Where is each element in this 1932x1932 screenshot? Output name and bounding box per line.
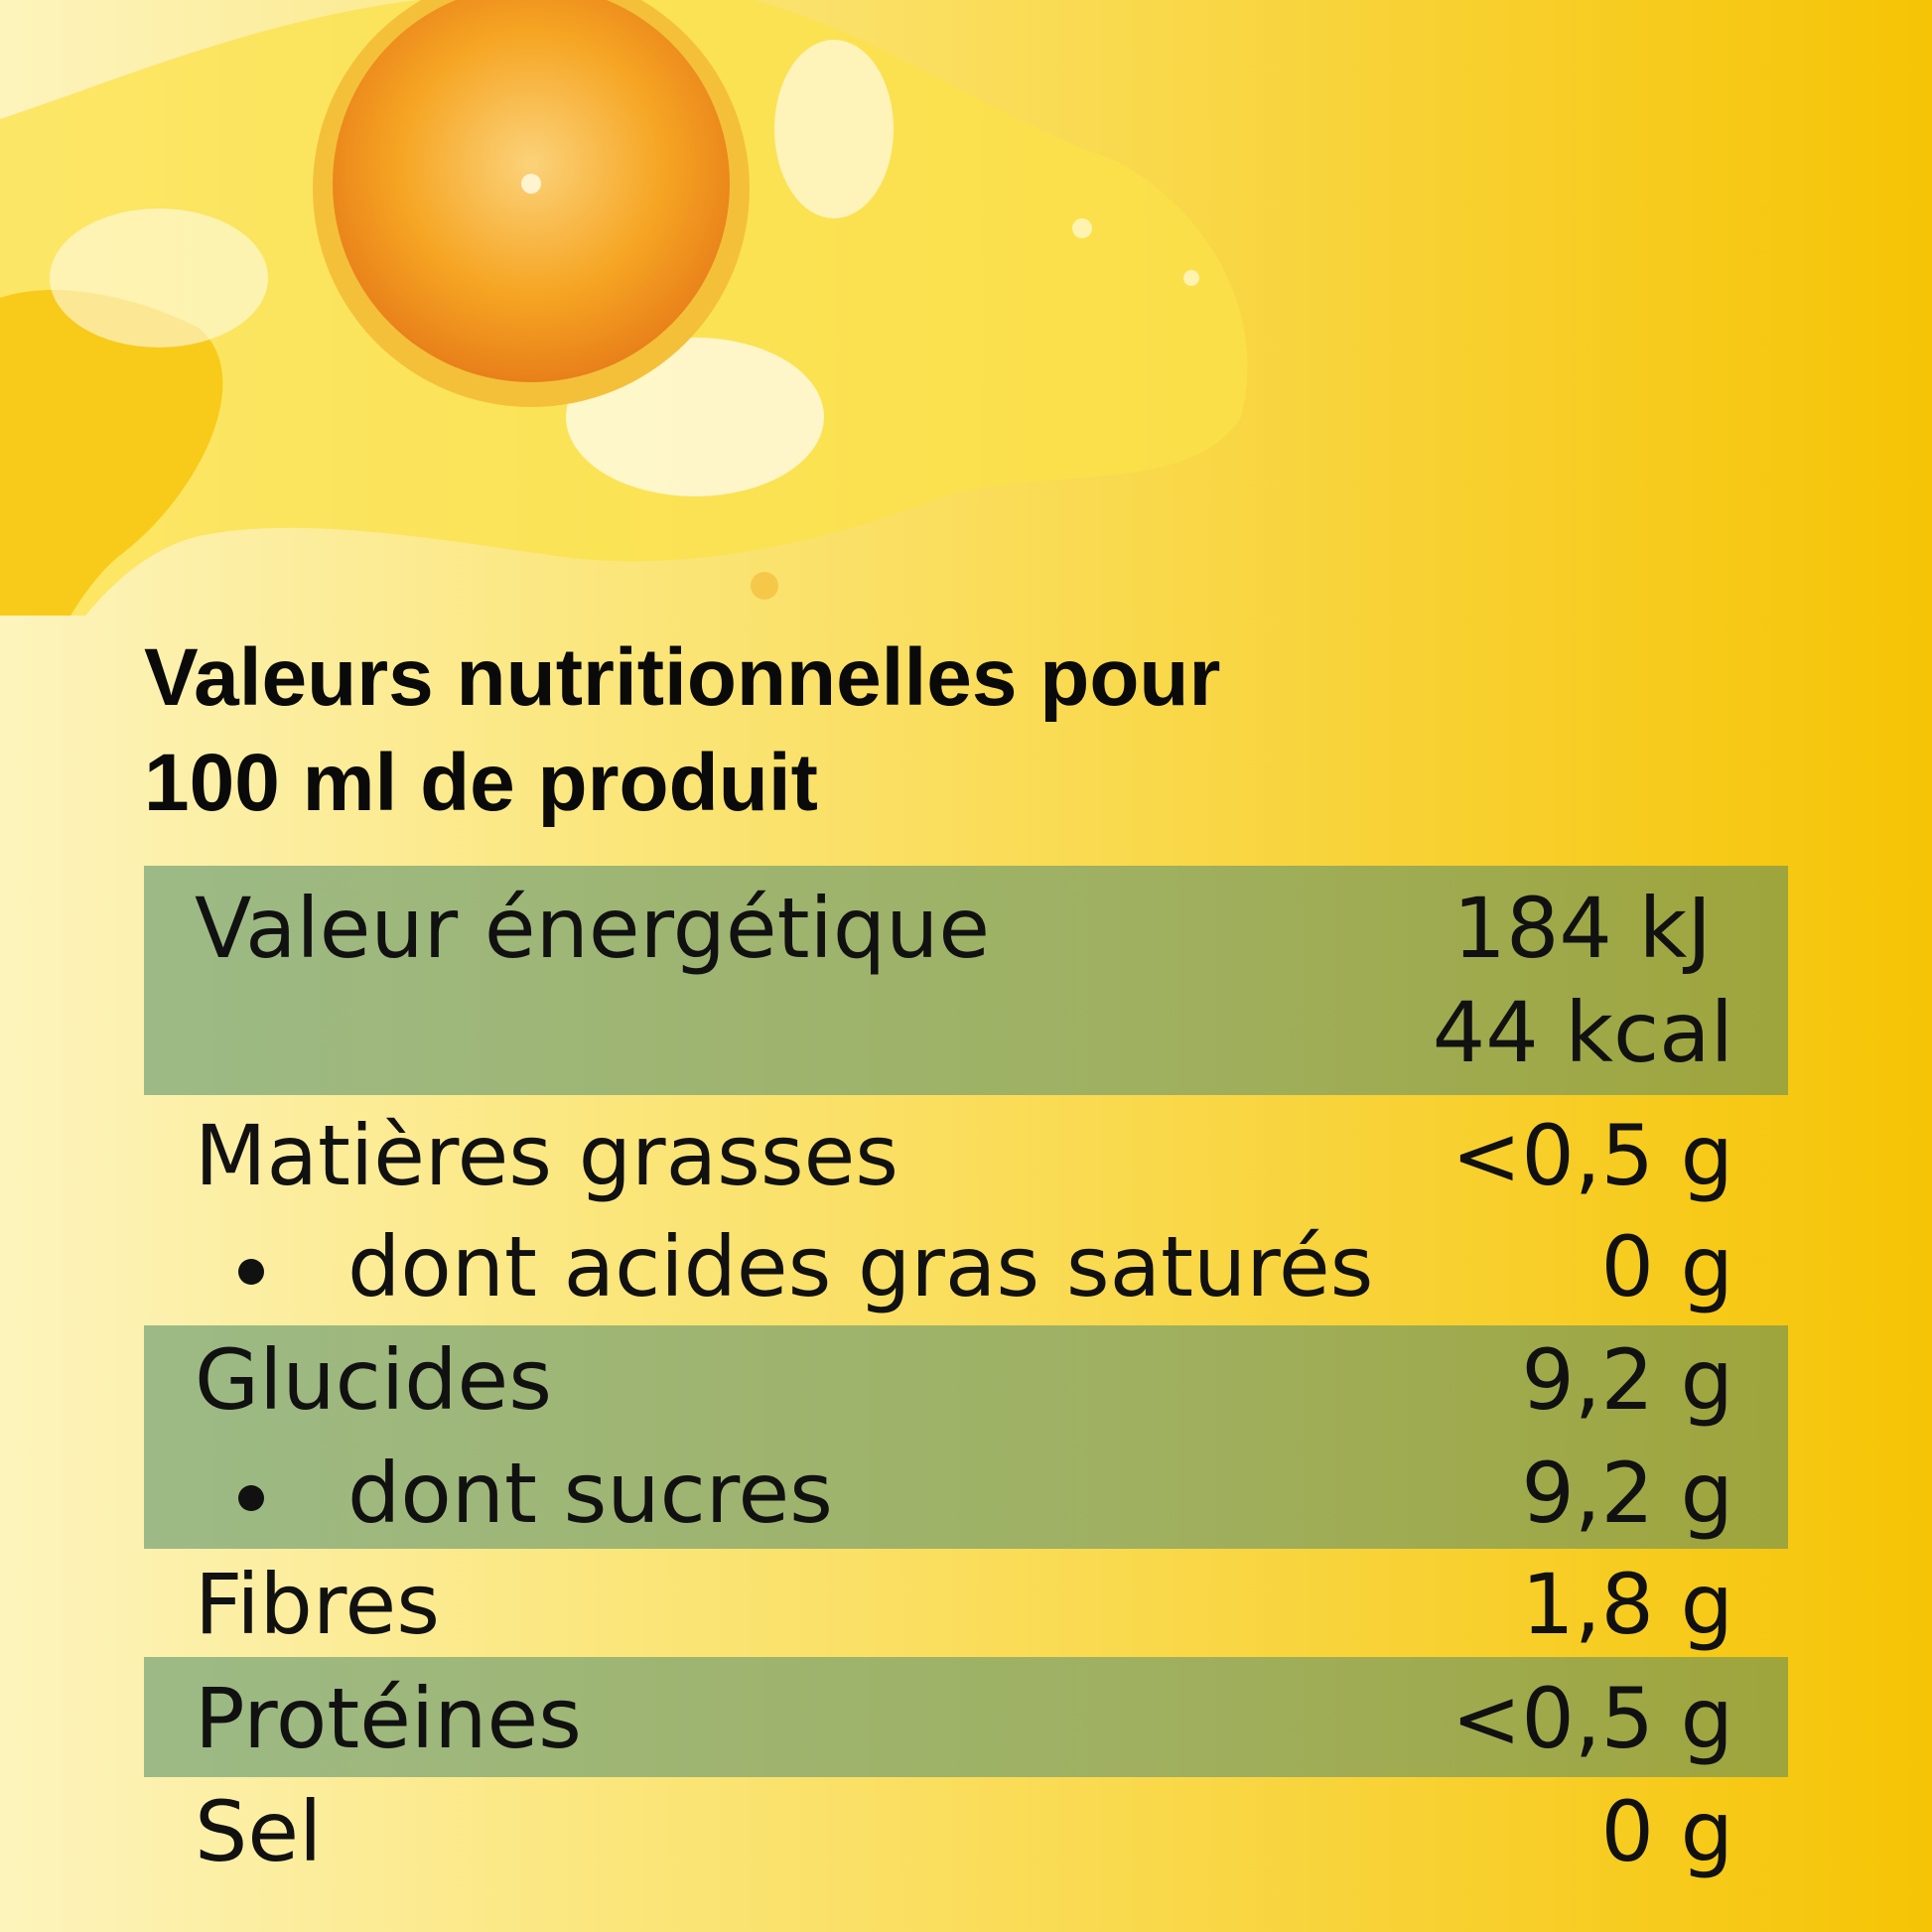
title-line-2: 100 ml de produit: [144, 738, 818, 828]
table-row-protein: Protéines <0,5 g: [0, 1664, 1932, 1773]
row-value-kcal: 44 kcal: [1432, 984, 1733, 1081]
bullet-icon: [238, 1259, 264, 1285]
highlight-band-energy: [144, 866, 1788, 1095]
page-title: Valeurs nutritionnelles pour 100 ml de p…: [144, 625, 1220, 836]
table-row-fat: Matières grasses <0,5 g: [0, 1101, 1932, 1210]
title-line-1: Valeurs nutritionnelles pour: [144, 632, 1221, 723]
table-row-energy: Valeur énergétique 184 kJ: [0, 874, 1932, 983]
highlight-band-carbs: [144, 1325, 1788, 1549]
table-row-saturated-fat: dont acides gras saturés 0 g: [0, 1212, 1932, 1321]
row-label: Glucides: [195, 1331, 552, 1429]
table-row-sugars: dont sucres 9,2 g: [0, 1439, 1932, 1548]
row-label: Protéines: [195, 1670, 582, 1767]
row-value: 1,8 g: [1521, 1556, 1733, 1653]
highlight-band-protein: [144, 1657, 1788, 1777]
table-row-carbs: Glucides 9,2 g: [0, 1325, 1932, 1435]
row-label: Matières grasses: [195, 1107, 899, 1204]
row-label: dont acides gras saturés: [347, 1218, 1374, 1315]
row-value: 9,2 g: [1521, 1445, 1733, 1542]
row-label: Fibres: [195, 1556, 440, 1653]
orange-juice-splash-image: [0, 0, 1248, 616]
row-label: dont sucres: [347, 1445, 833, 1542]
table-row-energy-kcal: 44 kcal: [0, 978, 1932, 1087]
row-value: 9,2 g: [1521, 1331, 1733, 1429]
row-value: 0 g: [1600, 1783, 1733, 1880]
bullet-icon: [238, 1485, 264, 1511]
row-value: 0 g: [1600, 1218, 1733, 1315]
row-value: <0,5 g: [1451, 1107, 1733, 1204]
row-label: Valeur énergétique: [195, 880, 991, 977]
table-row-salt: Sel 0 g: [0, 1777, 1932, 1886]
row-label: Sel: [195, 1783, 323, 1880]
table-row-fibres: Fibres 1,8 g: [0, 1550, 1932, 1659]
row-value-kj: 184 kJ: [1452, 880, 1712, 977]
row-value: <0,5 g: [1451, 1670, 1733, 1767]
